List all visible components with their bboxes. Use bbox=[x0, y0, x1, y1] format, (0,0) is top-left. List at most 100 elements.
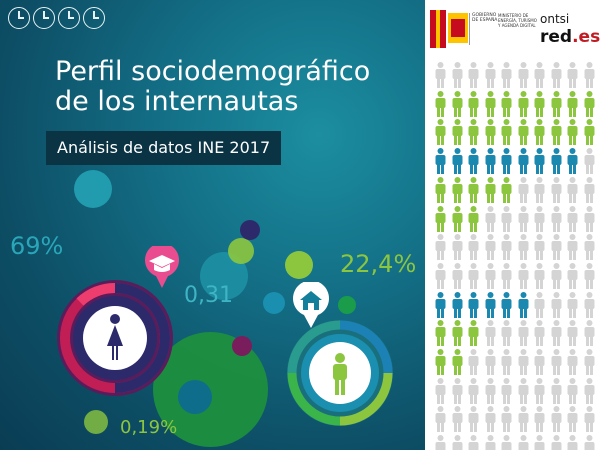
person-icon bbox=[534, 90, 545, 117]
person-icon bbox=[567, 406, 578, 433]
person-icon bbox=[518, 320, 528, 347]
person-icon bbox=[468, 377, 479, 404]
person-icon bbox=[435, 62, 446, 88]
person-icon bbox=[485, 148, 495, 175]
person-icon bbox=[485, 119, 495, 146]
person-icon bbox=[567, 291, 578, 318]
person-icon bbox=[452, 62, 462, 88]
person-icon bbox=[551, 148, 561, 175]
clock-icon bbox=[8, 7, 30, 29]
person-icon bbox=[551, 176, 561, 203]
person-icon bbox=[501, 176, 512, 203]
person-icon bbox=[534, 349, 545, 375]
person-icon bbox=[551, 119, 561, 146]
clock-icon bbox=[58, 7, 80, 29]
stat-value: 0,19% bbox=[120, 417, 178, 438]
person-icon bbox=[468, 119, 479, 146]
person-icon bbox=[534, 148, 545, 175]
person-icon bbox=[567, 262, 578, 289]
person-icon bbox=[518, 234, 528, 261]
ontsi-logo: ontsi bbox=[540, 12, 570, 26]
person-icon bbox=[485, 435, 495, 450]
person-icon bbox=[452, 262, 462, 289]
person-icon bbox=[435, 205, 446, 232]
person-icon bbox=[584, 349, 594, 375]
person-icon bbox=[518, 377, 528, 404]
person-icon bbox=[485, 176, 495, 203]
person-icon bbox=[485, 234, 495, 261]
person-icon bbox=[584, 234, 594, 261]
person-icon bbox=[584, 90, 594, 117]
decor-bubble bbox=[285, 251, 313, 279]
person-icon bbox=[567, 234, 578, 261]
person-icon bbox=[452, 234, 462, 261]
person-icon bbox=[551, 435, 561, 450]
person-icon bbox=[518, 435, 528, 450]
person-icon bbox=[468, 234, 479, 261]
person-icon bbox=[435, 377, 446, 404]
decor-bubble bbox=[263, 292, 285, 314]
person-icon bbox=[452, 320, 462, 347]
person-icon bbox=[452, 349, 462, 375]
person-icon bbox=[452, 205, 462, 232]
person-icon bbox=[501, 90, 512, 117]
person-icon bbox=[501, 320, 512, 347]
stat-value: 22,4% bbox=[340, 250, 417, 278]
person-icon bbox=[534, 291, 545, 318]
decor-bubble bbox=[178, 380, 212, 414]
person-icon bbox=[584, 377, 594, 404]
decor-bubble bbox=[84, 410, 108, 434]
person-icon bbox=[501, 377, 512, 404]
decor-bubble bbox=[232, 336, 252, 356]
person-icon bbox=[452, 377, 462, 404]
person-icon bbox=[468, 291, 479, 318]
person-icon bbox=[485, 62, 495, 88]
person-icon bbox=[435, 148, 446, 175]
person-icon bbox=[567, 119, 578, 146]
person-icon bbox=[501, 119, 512, 146]
person-icon bbox=[567, 90, 578, 117]
person-icon bbox=[468, 90, 479, 117]
person-icon bbox=[551, 262, 561, 289]
person-icon bbox=[551, 349, 561, 375]
ministry-label: MINISTERIO DE ENERGÍA, TURISMO Y AGENDA … bbox=[498, 13, 537, 28]
stat-value: 0,31 bbox=[184, 283, 233, 308]
person-icon bbox=[584, 435, 594, 450]
person-icon bbox=[567, 62, 578, 88]
person-icon bbox=[584, 119, 594, 146]
person-icon bbox=[485, 349, 495, 375]
person-icon bbox=[518, 176, 528, 203]
person-icon bbox=[551, 320, 561, 347]
person-icon bbox=[518, 291, 528, 318]
person-icon bbox=[485, 262, 495, 289]
person-icon bbox=[534, 406, 545, 433]
person-icon bbox=[551, 205, 561, 232]
person-icon bbox=[452, 435, 462, 450]
person-icon bbox=[518, 119, 528, 146]
clock-icon bbox=[33, 7, 55, 29]
person-icon bbox=[534, 119, 545, 146]
clock-icon bbox=[83, 7, 105, 29]
person-icon bbox=[534, 320, 545, 347]
person-icon bbox=[501, 262, 512, 289]
person-icon bbox=[452, 90, 462, 117]
person-icon bbox=[435, 435, 446, 450]
gov-label: GOBIERNO DE ESPAÑA bbox=[472, 13, 498, 23]
person-icon bbox=[468, 205, 479, 232]
person-icon bbox=[567, 435, 578, 450]
person-icon bbox=[518, 262, 528, 289]
person-icon bbox=[468, 435, 479, 450]
person-icon bbox=[584, 176, 594, 203]
person-icon bbox=[567, 377, 578, 404]
person-icon bbox=[518, 205, 528, 232]
page-title: Perfil sociodemográfico de los internaut… bbox=[55, 57, 370, 117]
person-icon bbox=[584, 320, 594, 347]
person-icon bbox=[551, 234, 561, 261]
person-icon bbox=[452, 406, 462, 433]
person-icon bbox=[584, 291, 594, 318]
person-icon bbox=[435, 119, 446, 146]
person-icon bbox=[485, 406, 495, 433]
person-icon bbox=[501, 435, 512, 450]
person-icon bbox=[551, 62, 561, 88]
person-icon bbox=[551, 90, 561, 117]
